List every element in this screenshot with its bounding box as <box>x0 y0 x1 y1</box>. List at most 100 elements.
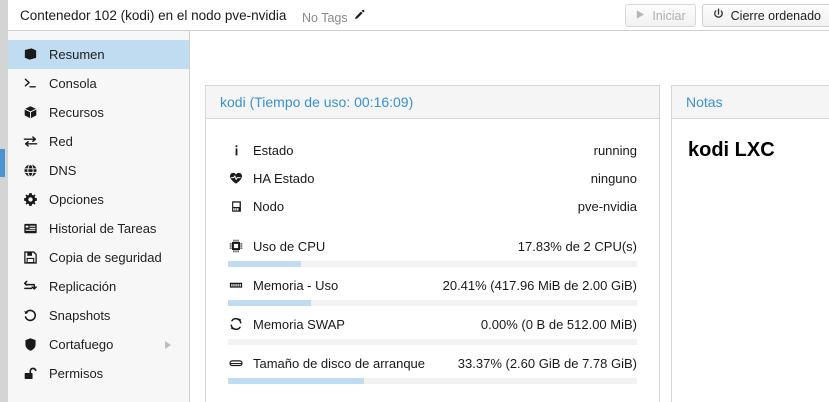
book-icon <box>22 47 38 63</box>
list-icon <box>22 221 38 237</box>
header-left-gutter <box>0 0 8 31</box>
status-row-estado: Estado running <box>228 136 637 164</box>
meter-row: Tamaño de disco de arranque 33.37% (2.60… <box>228 349 637 377</box>
swap-refresh-icon <box>228 317 244 331</box>
tree-selection-accent <box>0 149 5 177</box>
shield-icon <box>22 337 38 353</box>
sidebar-item-recursos[interactable]: Recursos <box>8 98 189 127</box>
sidebar-item-label: Consola <box>49 76 97 91</box>
meter-fill <box>228 378 365 384</box>
replication-icon <box>22 279 38 295</box>
meter-track <box>228 261 637 267</box>
info-icon <box>228 144 244 157</box>
meter-bootdisk: Tamaño de disco de arranque 33.37% (2.60… <box>228 349 637 388</box>
start-button[interactable]: Iniciar <box>625 4 696 27</box>
gear-icon <box>22 192 38 208</box>
sidebar-item-red[interactable]: Red <box>8 127 189 156</box>
sidebar-item-label: Historial de Tareas <box>49 221 157 236</box>
sidebar-item-copia-de-seguridad[interactable]: Copia de seguridad <box>8 243 189 272</box>
sidebar-item-label: DNS <box>49 163 77 178</box>
power-icon <box>712 8 725 24</box>
floppy-disk-icon <box>22 250 38 266</box>
sidebar-item-label: Copia de seguridad <box>49 250 162 265</box>
globe-icon <box>22 163 38 179</box>
network-arrows-icon <box>22 134 38 150</box>
sidebar-item-snapshots[interactable]: Snapshots <box>8 301 189 330</box>
meter-row: Memoria - Uso 20.41% (417.96 MiB de 2.00… <box>228 271 637 299</box>
page-title: Contenedor 102 (kodi) en el nodo pve-nvi… <box>20 8 287 23</box>
history-clock-icon <box>22 308 38 324</box>
sidebar-item-consola[interactable]: Consola <box>8 69 189 98</box>
meter-value: 0.00% (0 B de 512.00 MiB) <box>480 316 637 332</box>
row-group-spacer <box>228 220 637 232</box>
status-panel-body: Estado running HA Estado ninguno <box>206 119 659 388</box>
meter-label: Memoria SWAP <box>253 316 345 332</box>
top-header-bar: Contenedor 102 (kodi) en el nodo pve-nvi… <box>0 0 829 31</box>
meter-swap: Memoria SWAP 0.00% (0 B de 512.00 MiB) <box>228 310 637 349</box>
meter-track <box>228 339 637 345</box>
status-row-value: ninguno <box>590 170 637 186</box>
status-row-label: Estado <box>253 142 294 158</box>
notes-panel-title: Notas <box>672 86 829 119</box>
chevron-right-icon <box>165 340 171 349</box>
shutdown-button[interactable]: Cierre ordenado <box>701 4 829 27</box>
header-action-buttons: Iniciar Cierre ordenado <box>625 4 829 27</box>
main-content: kodi (Tiempo de uso: 00:16:09) Estado ru… <box>191 31 829 402</box>
status-panel: kodi (Tiempo de uso: 00:16:09) Estado ru… <box>205 85 660 402</box>
sidebar-item-label: Red <box>49 134 73 149</box>
meter-cpu: Uso de CPU 17.83% de 2 CPU(s) <box>228 232 637 271</box>
terminal-icon <box>22 76 38 92</box>
meter-row: Uso de CPU 17.83% de 2 CPU(s) <box>228 232 637 260</box>
sidebar-item-label: Opciones <box>49 192 104 207</box>
server-icon <box>228 200 244 213</box>
sidebar-item-label: Permisos <box>49 366 104 381</box>
notes-panel: Notas kodi LXC <box>671 85 829 402</box>
memory-icon <box>228 278 244 292</box>
left-gutter <box>0 31 8 402</box>
sidebar-item-historial-de-tareas[interactable]: Historial de Tareas <box>8 214 189 243</box>
heartbeat-icon <box>228 171 244 185</box>
tags-label: No Tags <box>302 11 348 25</box>
status-row-value: pve-nvidia <box>577 198 637 214</box>
sidebar-item-label: Cortafuego <box>49 337 114 352</box>
sidebar-item-replicacion[interactable]: Replicación <box>8 272 189 301</box>
box-icon <box>22 105 38 121</box>
meter-label: Uso de CPU <box>253 238 326 254</box>
notes-heading: kodi LXC <box>688 139 775 161</box>
tags-area[interactable]: No Tags <box>302 9 366 27</box>
sidebar-item-label: Recursos <box>49 105 104 120</box>
sidebar-item-cortafuego[interactable]: Cortafuego <box>8 330 189 359</box>
sidebar-nav: Resumen Consola Recursos <box>8 31 190 402</box>
meter-value: 20.41% (417.96 MiB de 2.00 GiB) <box>442 277 637 293</box>
sidebar-item-permisos[interactable]: Permisos <box>8 359 189 388</box>
status-row-value: running <box>593 142 637 158</box>
status-row-label: Nodo <box>253 198 285 214</box>
meter-memory: Memoria - Uso 20.41% (417.96 MiB de 2.00… <box>228 271 637 310</box>
status-row-nodo: Nodo pve-nvidia <box>228 192 637 220</box>
sidebar-item-label: Resumen <box>49 47 105 62</box>
sidebar-item-resumen[interactable]: Resumen <box>8 40 189 69</box>
pencil-icon[interactable] <box>353 9 366 27</box>
meter-fill <box>228 300 312 306</box>
meter-value: 33.37% (2.60 GiB de 7.78 GiB) <box>457 355 637 371</box>
start-button-label: Iniciar <box>652 8 686 23</box>
sidebar-item-opciones[interactable]: Opciones <box>8 185 189 214</box>
meter-fill <box>228 261 301 267</box>
meter-label: Memoria - Uso <box>253 277 339 293</box>
shutdown-button-label: Cierre ordenado <box>730 8 821 23</box>
hard-disk-icon <box>228 356 244 370</box>
meter-track <box>228 300 637 306</box>
meter-value: 17.83% de 2 CPU(s) <box>517 238 637 254</box>
sidebar-item-label: Snapshots <box>49 308 111 323</box>
meter-row: Memoria SWAP 0.00% (0 B de 512.00 MiB) <box>228 310 637 338</box>
status-panel-title: kodi (Tiempo de uso: 00:16:09) <box>206 86 659 119</box>
sidebar-item-dns[interactable]: DNS <box>8 156 189 185</box>
cpu-chip-icon <box>228 239 244 253</box>
unlock-icon <box>22 366 38 382</box>
meter-label: Tamaño de disco de arranque <box>253 355 426 371</box>
notes-panel-body[interactable]: kodi LXC <box>672 119 829 182</box>
sidebar-item-label: Replicación <box>49 279 117 294</box>
status-row-ha-estado: HA Estado ninguno <box>228 164 637 192</box>
play-icon <box>635 9 646 23</box>
